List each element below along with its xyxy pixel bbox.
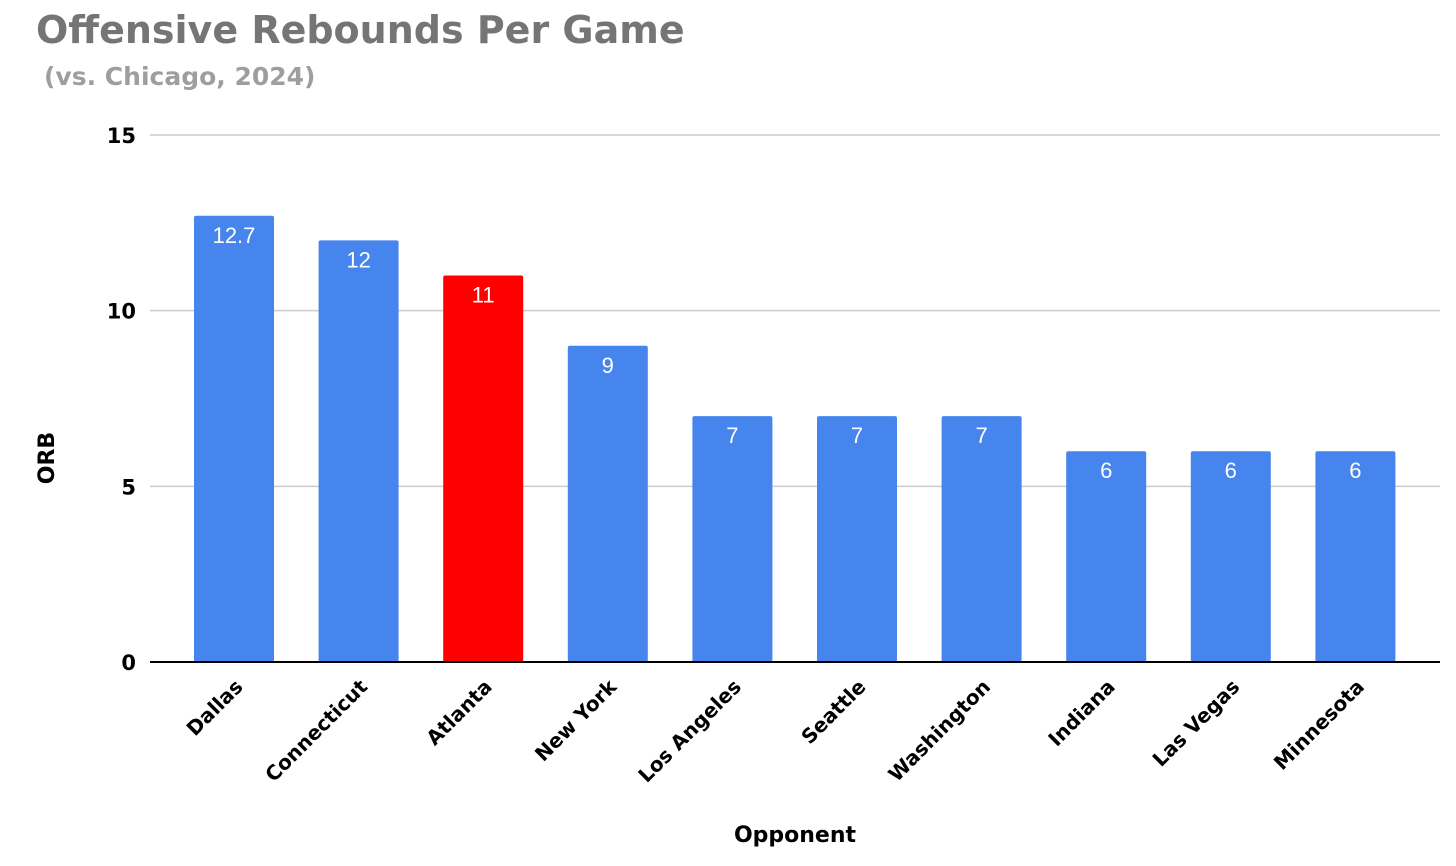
y-tick-label: 15: [107, 124, 136, 148]
y-tick-label: 5: [121, 475, 136, 499]
data-label: 7: [851, 423, 863, 448]
data-label: 6: [1100, 458, 1112, 483]
x-tick-label: Atlanta: [421, 675, 496, 750]
x-tick-label: Washington: [883, 675, 995, 787]
data-label: 12: [346, 247, 370, 272]
x-axis-title: Opponent: [734, 823, 857, 848]
y-tick-label: 0: [121, 651, 136, 675]
chart-title: Offensive Rebounds Per Game: [36, 8, 685, 52]
bar-connecticut: [318, 240, 399, 662]
bar-seattle: [817, 416, 897, 662]
data-label: 7: [726, 423, 738, 448]
y-tick-label: 10: [107, 300, 136, 324]
data-label: 9: [602, 353, 614, 378]
data-label: 6: [1349, 458, 1361, 483]
bar-minnesota: [1315, 451, 1396, 662]
data-labels: 12.7 12 11 9 7 7 7 6 6 6: [213, 223, 1362, 483]
data-label: 12.7: [213, 223, 256, 248]
x-tick-label: Connecticut: [260, 674, 372, 786]
data-label: 6: [1225, 458, 1237, 483]
bar-new-york: [567, 345, 648, 662]
x-tick-label: New York: [530, 674, 622, 766]
chart-subtitle: (vs. Chicago, 2024): [44, 62, 316, 91]
y-axis-title: ORB: [35, 432, 60, 484]
data-label: 7: [975, 423, 987, 448]
x-tick-label: Indiana: [1043, 675, 1119, 751]
bar-washington: [941, 416, 1022, 662]
bar-atlanta: [443, 275, 524, 662]
x-tick-label: Dallas: [182, 675, 248, 741]
x-tick-label: Seattle: [796, 675, 870, 749]
bars: [194, 215, 1396, 662]
bar-los-angeles: [692, 416, 773, 662]
x-tick-label: Los Angeles: [633, 675, 746, 788]
x-tick-label: Las Vegas: [1148, 675, 1245, 772]
bar-indiana: [1066, 451, 1147, 662]
x-tick-label: Minnesota: [1269, 675, 1369, 775]
data-label: 11: [472, 283, 495, 308]
bar-las-vegas: [1190, 451, 1271, 662]
bar-dallas: [194, 215, 274, 662]
